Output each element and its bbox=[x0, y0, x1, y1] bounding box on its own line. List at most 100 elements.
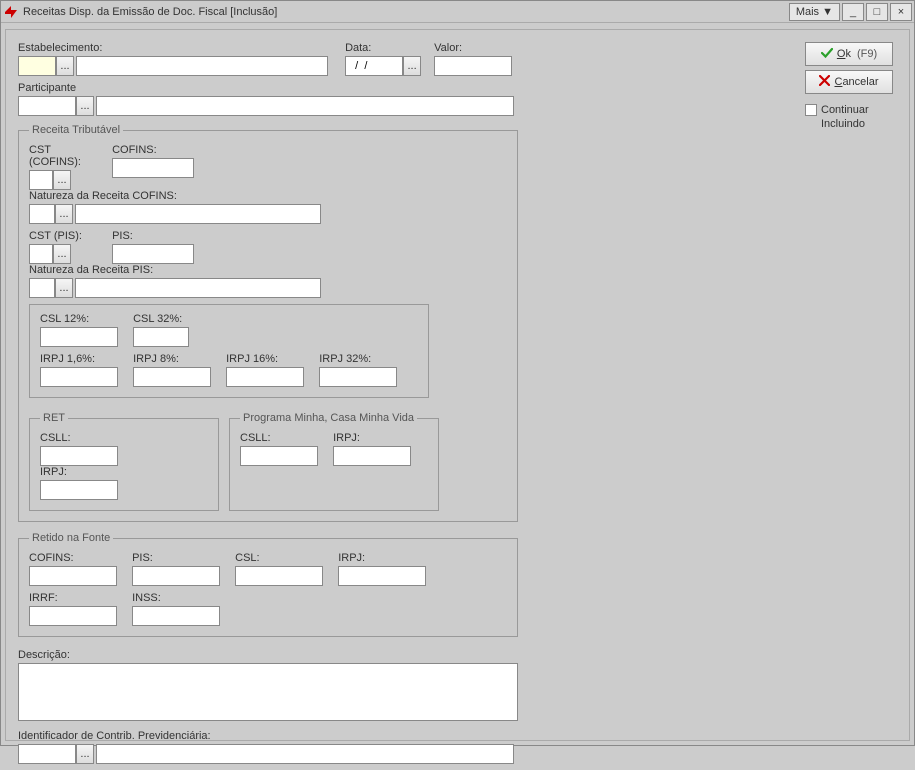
irpj16-input[interactable] bbox=[226, 367, 304, 387]
prog-csll-input[interactable] bbox=[240, 446, 318, 466]
cst-pis-lookup-button[interactable]: ... bbox=[53, 244, 71, 264]
continuar-checkbox-row[interactable]: Continuar bbox=[805, 104, 897, 116]
ident-contrib-code-input[interactable] bbox=[18, 744, 76, 764]
programa-group: Programa Minha, Casa Minha Vida CSLL: IR… bbox=[229, 412, 439, 511]
mais-button[interactable]: Mais ▼ bbox=[789, 3, 840, 21]
rf-cofins-input[interactable] bbox=[29, 566, 117, 586]
nat-pis-name-input[interactable] bbox=[75, 278, 321, 298]
rf-inss-label: INSS: bbox=[132, 592, 228, 604]
continuar-checkbox[interactable] bbox=[805, 104, 817, 116]
irpj32-label: IRPJ 32%: bbox=[319, 353, 405, 365]
csl12-label: CSL 12%: bbox=[40, 313, 126, 325]
data-label: Data: bbox=[345, 42, 427, 54]
rf-irpj-input[interactable] bbox=[338, 566, 426, 586]
ident-contrib-label: Identificador de Contrib. Previdenciária… bbox=[18, 730, 795, 742]
form-area: Estabelecimento: ... Data: ... bbox=[18, 42, 795, 770]
ret-legend: RET bbox=[40, 412, 68, 424]
content-panel: Estabelecimento: ... Data: ... bbox=[5, 29, 910, 741]
nat-cofins-code-input[interactable] bbox=[29, 204, 55, 224]
cst-pis-label: CST (PIS): bbox=[29, 230, 105, 242]
csl-irpj-group: CSL 12%: CSL 32%: IRPJ 1,6%: bbox=[29, 304, 429, 398]
pis-label: PIS: bbox=[112, 230, 200, 242]
receita-tributavel-group: Receita Tributável CST (COFINS): ... COF… bbox=[18, 124, 518, 522]
descricao-textarea[interactable] bbox=[18, 663, 518, 721]
estabelecimento-label: Estabelecimento: bbox=[18, 42, 338, 54]
irpj32-input[interactable] bbox=[319, 367, 397, 387]
rf-pis-input[interactable] bbox=[132, 566, 220, 586]
estabelecimento-code-input[interactable] bbox=[18, 56, 56, 76]
csl32-label: CSL 32%: bbox=[133, 313, 219, 325]
irpj16p-input[interactable] bbox=[40, 367, 118, 387]
minimize-button[interactable]: _ bbox=[842, 3, 864, 21]
estabelecimento-name-input[interactable] bbox=[76, 56, 328, 76]
rf-cofins-label: COFINS: bbox=[29, 552, 125, 564]
window-title: Receitas Disp. da Emissão de Doc. Fiscal… bbox=[23, 6, 277, 18]
prog-csll-label: CSLL: bbox=[240, 432, 326, 444]
participante-name-input[interactable] bbox=[96, 96, 514, 116]
ident-contrib-lookup-button[interactable]: ... bbox=[76, 744, 94, 764]
ret-irpj-label: IRPJ: bbox=[40, 466, 126, 478]
csl12-input[interactable] bbox=[40, 327, 118, 347]
cancel-button[interactable]: Cancelar bbox=[805, 70, 893, 94]
nat-pis-label: Natureza da Receita PIS: bbox=[29, 264, 329, 276]
cancel-label-rest: ancelar bbox=[842, 76, 878, 88]
retido-fonte-group: Retido na Fonte COFINS: PIS: CSL: bbox=[18, 532, 518, 637]
irpj16p-label: IRPJ 1,6%: bbox=[40, 353, 126, 365]
nat-pis-code-input[interactable] bbox=[29, 278, 55, 298]
ret-group: RET CSLL: IRPJ: bbox=[29, 412, 219, 511]
data-input[interactable] bbox=[345, 56, 403, 76]
pis-input[interactable] bbox=[112, 244, 194, 264]
nat-cofins-name-input[interactable] bbox=[75, 204, 321, 224]
ok-label-rest: k bbox=[845, 48, 851, 60]
cofins-input[interactable] bbox=[112, 158, 194, 178]
descricao-label: Descrição: bbox=[18, 649, 795, 661]
rf-pis-label: PIS: bbox=[132, 552, 228, 564]
maximize-button[interactable]: □ bbox=[866, 3, 888, 21]
ret-csll-input[interactable] bbox=[40, 446, 118, 466]
irpj8-label: IRPJ 8%: bbox=[133, 353, 219, 365]
rf-inss-input[interactable] bbox=[132, 606, 220, 626]
prog-irpj-input[interactable] bbox=[333, 446, 411, 466]
irpj8-input[interactable] bbox=[133, 367, 211, 387]
nat-cofins-label: Natureza da Receita COFINS: bbox=[29, 190, 329, 202]
ok-hint: (F9) bbox=[857, 48, 877, 60]
participante-lookup-button[interactable]: ... bbox=[76, 96, 94, 116]
rf-csl-label: CSL: bbox=[235, 552, 331, 564]
ret-irpj-input[interactable] bbox=[40, 480, 118, 500]
participante-label: Participante bbox=[18, 82, 795, 94]
estabelecimento-lookup-button[interactable]: ... bbox=[56, 56, 74, 76]
prog-irpj-label: IRPJ: bbox=[333, 432, 419, 444]
rf-irrf-label: IRRF: bbox=[29, 592, 125, 604]
programa-legend: Programa Minha, Casa Minha Vida bbox=[240, 412, 417, 424]
titlebar: Receitas Disp. da Emissão de Doc. Fiscal… bbox=[1, 1, 914, 23]
incluindo-label: Incluindo bbox=[821, 118, 897, 130]
ident-contrib-name-input[interactable] bbox=[96, 744, 514, 764]
app-icon bbox=[3, 4, 19, 20]
ok-button[interactable]: Ok (F9) bbox=[805, 42, 893, 66]
valor-input[interactable] bbox=[434, 56, 512, 76]
csl32-input[interactable] bbox=[133, 327, 189, 347]
cst-pis-code-input[interactable] bbox=[29, 244, 53, 264]
rf-irpj-label: IRPJ: bbox=[338, 552, 434, 564]
close-button[interactable]: × bbox=[890, 3, 912, 21]
participante-code-input[interactable] bbox=[18, 96, 76, 116]
cofins-label: COFINS: bbox=[112, 144, 200, 156]
rf-csl-input[interactable] bbox=[235, 566, 323, 586]
action-panel: Ok (F9) Cancelar Continuar Incluindo bbox=[805, 42, 897, 770]
retido-fonte-legend: Retido na Fonte bbox=[29, 532, 113, 544]
irpj16-label: IRPJ 16%: bbox=[226, 353, 312, 365]
continuar-label: Continuar bbox=[821, 104, 869, 116]
cst-cofins-label: CST (COFINS): bbox=[29, 144, 105, 168]
rf-irrf-input[interactable] bbox=[29, 606, 117, 626]
ret-csll-label: CSLL: bbox=[40, 432, 126, 444]
receita-tributavel-legend: Receita Tributável bbox=[29, 124, 123, 136]
cst-cofins-code-input[interactable] bbox=[29, 170, 53, 190]
nat-pis-lookup-button[interactable]: ... bbox=[55, 278, 73, 298]
check-icon bbox=[821, 47, 833, 62]
nat-cofins-lookup-button[interactable]: ... bbox=[55, 204, 73, 224]
window-root: Receitas Disp. da Emissão de Doc. Fiscal… bbox=[0, 0, 915, 746]
valor-label: Valor: bbox=[434, 42, 514, 54]
data-picker-button[interactable]: ... bbox=[403, 56, 421, 76]
cst-cofins-lookup-button[interactable]: ... bbox=[53, 170, 71, 190]
x-icon bbox=[819, 75, 830, 89]
